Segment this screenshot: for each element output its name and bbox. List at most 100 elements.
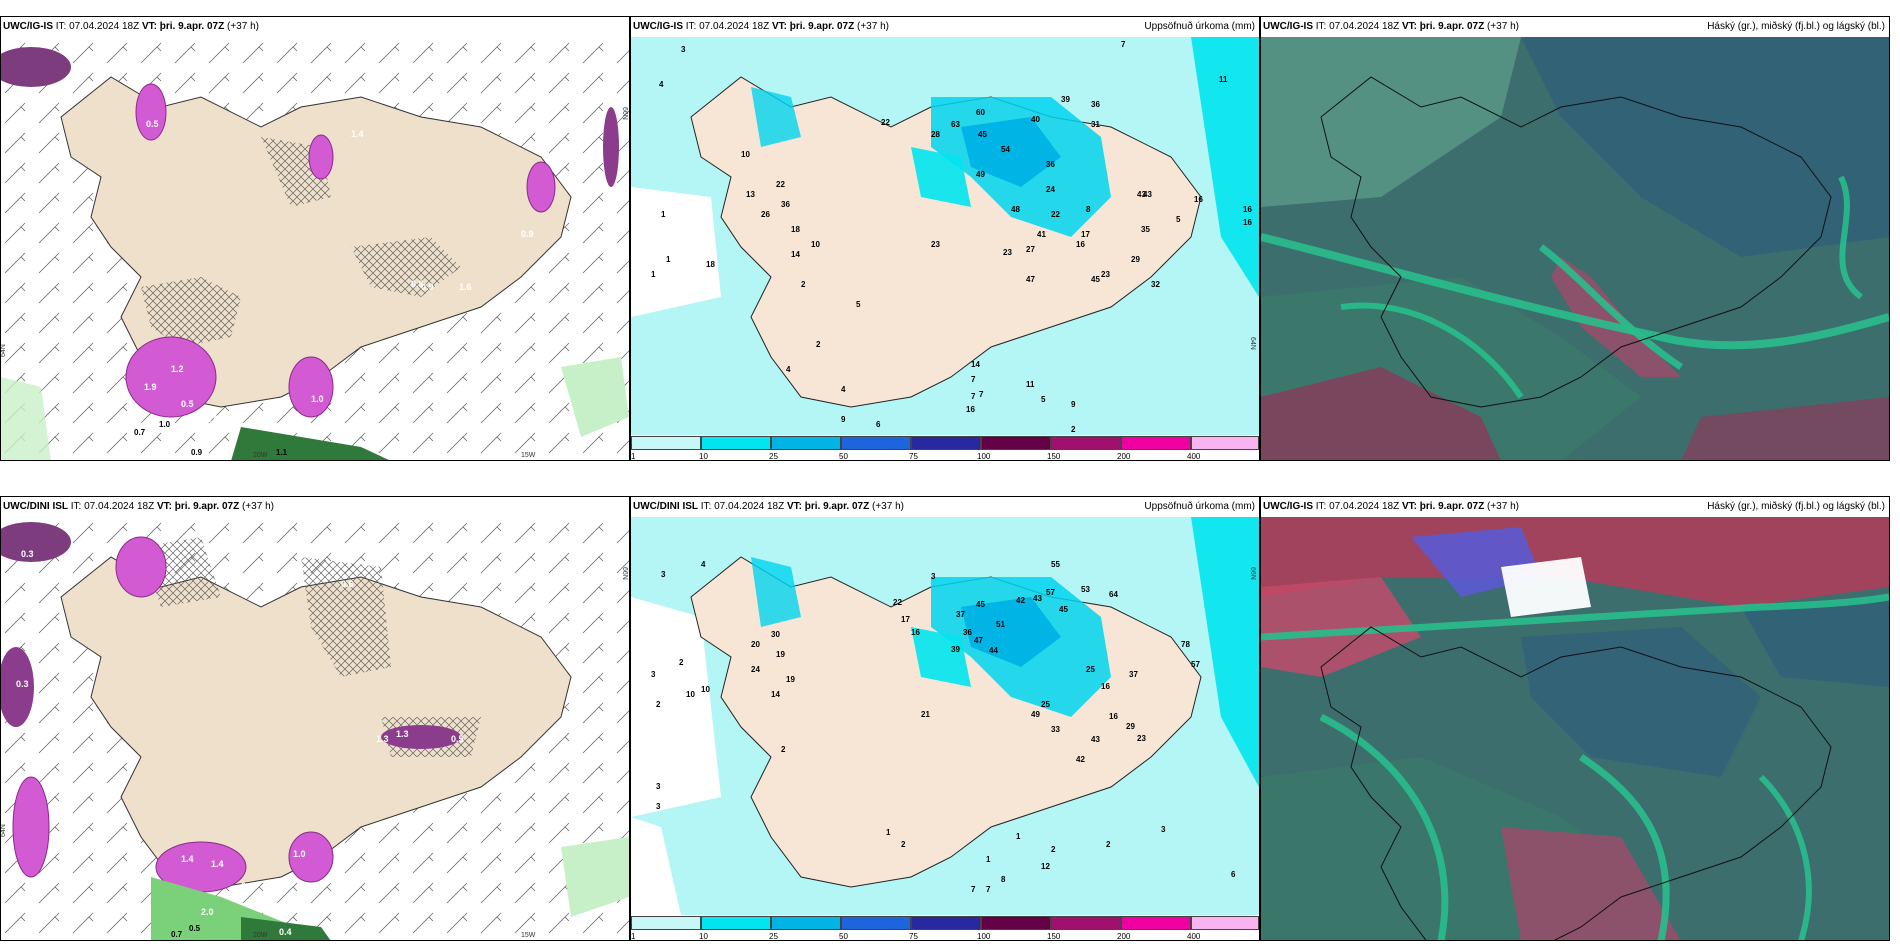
panel-precip-type-dini: UWC/DINI ISL IT: 07.04.2024 18Z VT: þri.…: [0, 496, 630, 941]
svg-text:37: 37: [1129, 670, 1138, 679]
colorbar-label: 150: [1047, 932, 1061, 941]
svg-text:23: 23: [1003, 248, 1012, 257]
colorbar-label: 1: [631, 452, 636, 461]
svg-text:7: 7: [986, 885, 991, 894]
svg-text:51: 51: [996, 620, 1005, 629]
svg-text:23: 23: [1101, 270, 1110, 279]
svg-text:43: 43: [1143, 190, 1152, 199]
iceland-outline: [1320, 76, 1832, 408]
snow-region: [288, 356, 334, 418]
svg-text:32: 32: [1151, 280, 1160, 289]
panel-precip-type-igis: UWC/IG-IS IT: 07.04.2024 18Z VT: þri. 9.…: [0, 16, 630, 461]
svg-text:0.8: 0.8: [411, 279, 424, 289]
svg-text:3: 3: [651, 670, 656, 679]
panel-clouds-igis-2: UWC/IG-IS IT: 07.04.2024 18Z VT: þri. 9.…: [1260, 496, 1890, 941]
svg-text:14: 14: [971, 360, 980, 369]
colorbar-label: 10: [699, 932, 708, 941]
svg-text:36: 36: [1091, 100, 1100, 109]
svg-text:1: 1: [886, 828, 891, 837]
snow-region: [1, 647, 34, 727]
colorbar-cell: [841, 436, 911, 450]
colorbar: 1 10 25 50 75 100 150 200 400: [631, 914, 1259, 940]
colorbar-cell: [1121, 436, 1191, 450]
svg-text:29: 29: [1126, 722, 1135, 731]
svg-text:0.5: 0.5: [189, 924, 201, 933]
svg-text:1.2: 1.2: [171, 364, 184, 374]
svg-text:1.0: 1.0: [293, 849, 306, 859]
svg-text:0.9: 0.9: [421, 282, 434, 292]
colorbar-cell: [841, 916, 911, 930]
svg-text:16: 16: [1076, 240, 1085, 249]
svg-text:11: 11: [1219, 75, 1228, 84]
svg-text:14: 14: [791, 250, 800, 259]
svg-text:30: 30: [771, 630, 780, 639]
svg-text:1.3: 1.3: [396, 729, 409, 739]
svg-text:37: 37: [956, 610, 965, 619]
map-clouds: [1261, 37, 1889, 460]
colorbar-label: 10: [699, 452, 708, 461]
colorbar-label: 50: [839, 932, 848, 941]
svg-text:15W: 15W: [521, 452, 536, 459]
colorbar-cell: [1051, 436, 1121, 450]
map-accum-precip: 3 4 11 7 22 63 45 60 40 39 54 36 31 49 4…: [631, 37, 1259, 435]
svg-text:0.3: 0.3: [21, 549, 34, 559]
svg-text:55: 55: [1051, 560, 1060, 569]
colorbar-cell: [771, 436, 841, 450]
svg-text:39: 39: [951, 645, 960, 654]
panel-title: UWC/IG-IS IT: 07.04.2024 18Z VT: þri. 9.…: [3, 21, 259, 32]
svg-text:9: 9: [1071, 400, 1076, 409]
colorbar-cell: [631, 916, 701, 930]
svg-text:1.3: 1.3: [376, 734, 389, 744]
svg-text:1.4: 1.4: [351, 129, 364, 139]
snow-region: [12, 776, 50, 878]
svg-text:43: 43: [1137, 190, 1146, 199]
svg-text:3: 3: [681, 45, 686, 54]
snow-region: [135, 83, 167, 141]
svg-text:49: 49: [1031, 710, 1040, 719]
colorbar-label: 50: [839, 452, 848, 461]
colorbar-cell: [1191, 436, 1259, 450]
svg-text:48: 48: [1011, 205, 1020, 214]
rain-region: [561, 837, 629, 917]
svg-text:17: 17: [1081, 230, 1090, 239]
svg-text:66N: 66N: [621, 567, 628, 580]
svg-text:36: 36: [781, 200, 790, 209]
svg-text:0.4: 0.4: [279, 927, 292, 937]
colorbar-cell: [911, 436, 981, 450]
snow-region: [603, 107, 619, 187]
svg-text:12: 12: [1041, 862, 1050, 871]
svg-text:33: 33: [1051, 725, 1060, 734]
svg-text:54: 54: [1001, 145, 1010, 154]
colorbar-label: 75: [909, 932, 918, 941]
svg-text:45: 45: [976, 600, 985, 609]
svg-text:53: 53: [1081, 585, 1090, 594]
svg-text:5: 5: [1176, 215, 1181, 224]
colorbar-label: 25: [769, 932, 778, 941]
svg-text:2: 2: [1071, 425, 1076, 434]
svg-text:44: 44: [989, 646, 998, 655]
svg-text:25: 25: [1086, 665, 1095, 674]
svg-text:10: 10: [701, 685, 710, 694]
svg-text:60: 60: [976, 108, 985, 117]
colorbar-label: 75: [909, 452, 918, 461]
svg-text:2: 2: [901, 840, 906, 849]
svg-text:22: 22: [776, 180, 785, 189]
colorbar-cell: [981, 436, 1051, 450]
colorbar-cell: [771, 916, 841, 930]
svg-text:7: 7: [1121, 40, 1126, 49]
panel-title: UWC/IG-IS IT: 07.04.2024 18Z VT: þri. 9.…: [1263, 501, 1519, 512]
svg-text:16: 16: [1109, 712, 1118, 721]
svg-text:0.7: 0.7: [134, 428, 146, 437]
svg-text:2: 2: [1051, 845, 1056, 854]
snow-region: [526, 161, 556, 213]
svg-text:14: 14: [771, 690, 780, 699]
svg-text:20W: 20W: [253, 932, 268, 939]
svg-text:0.5: 0.5: [146, 119, 159, 129]
svg-text:64N: 64N: [1, 344, 7, 357]
colorbar-cell: [1051, 916, 1121, 930]
svg-text:42: 42: [1076, 755, 1085, 764]
svg-text:15W: 15W: [521, 932, 536, 939]
svg-text:4: 4: [786, 365, 791, 374]
svg-text:1: 1: [661, 210, 666, 219]
colorbar-label: 25: [769, 452, 778, 461]
